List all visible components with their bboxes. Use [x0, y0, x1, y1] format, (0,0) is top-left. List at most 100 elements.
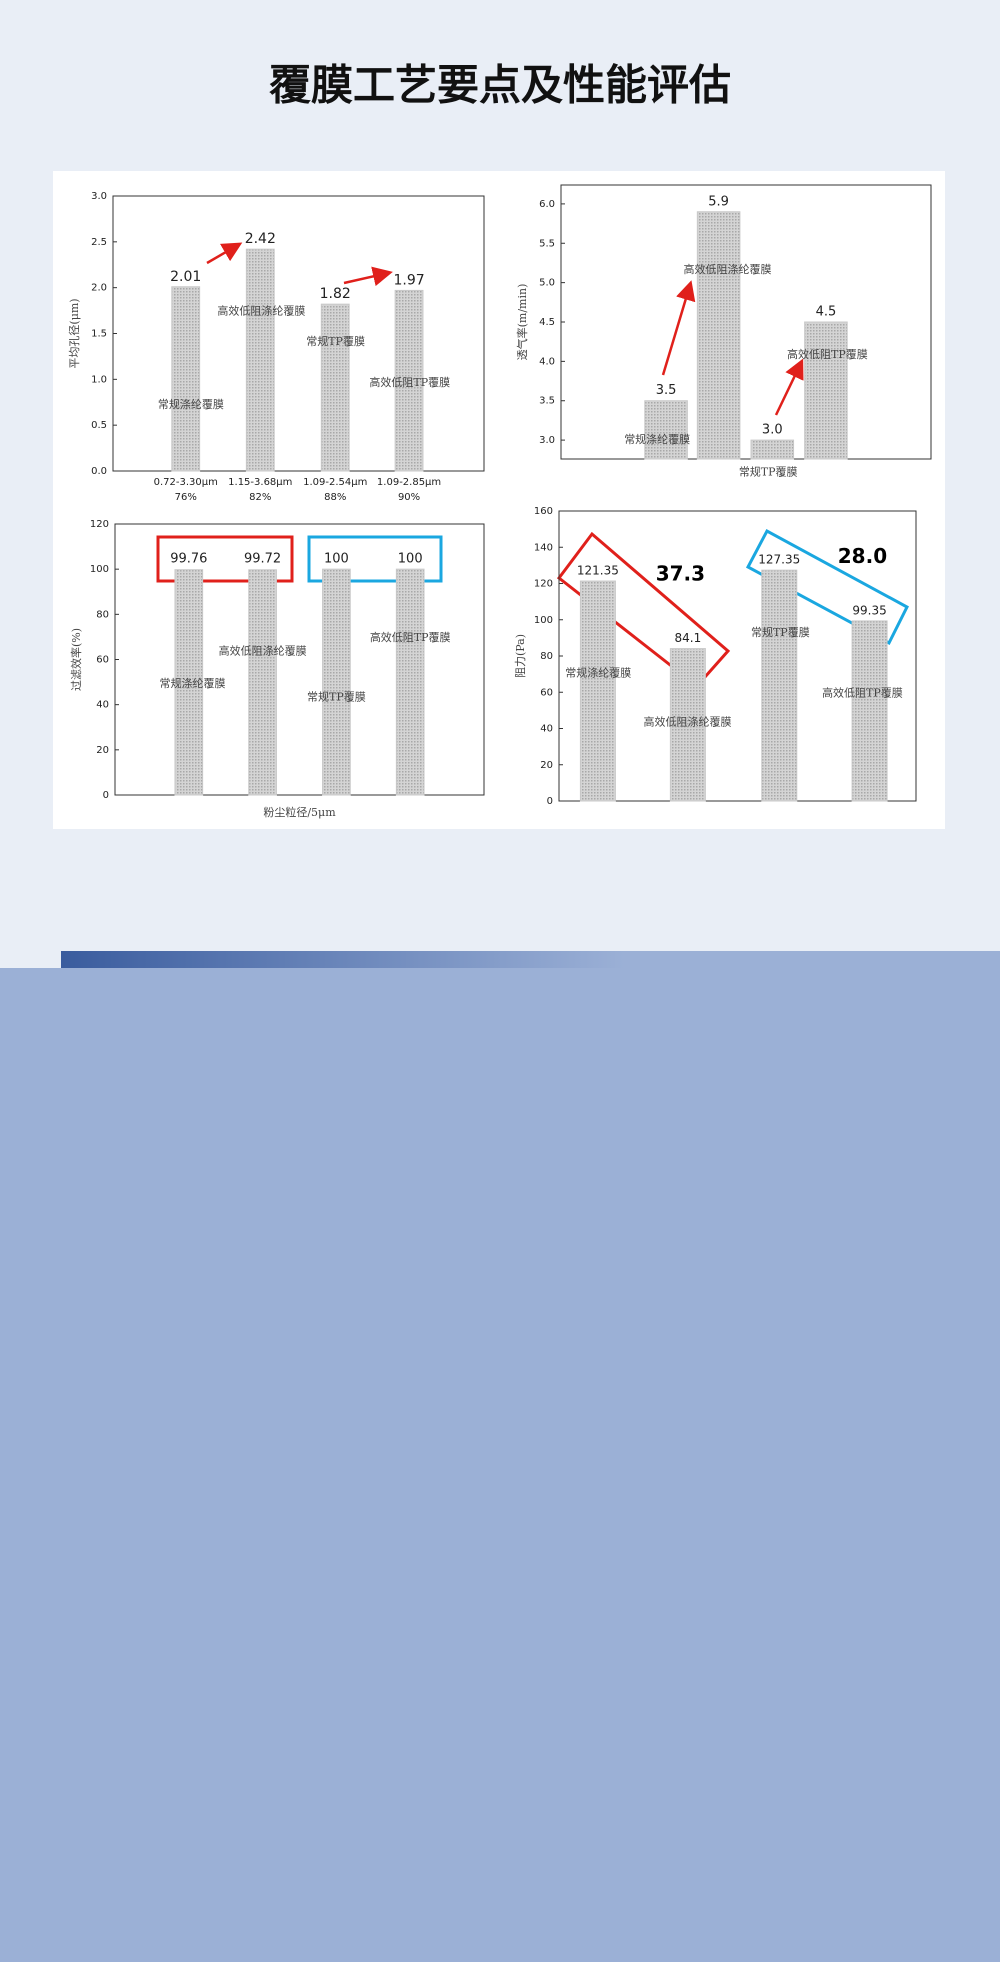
y-tick-label: 120	[90, 519, 109, 530]
bar-name: 常规TP覆膜	[751, 625, 810, 639]
y-tick-label: 5.0	[539, 278, 555, 289]
bar	[644, 400, 688, 460]
y-tick-label: 3.5	[539, 396, 555, 407]
lower-area	[0, 968, 1000, 1962]
y-tick-label: 80	[540, 651, 553, 662]
bar	[804, 321, 848, 460]
y-tick-label: 3.0	[91, 191, 107, 202]
value-label: 121.35	[577, 564, 619, 578]
y-tick-label: 5.5	[539, 238, 555, 249]
arrows	[206, 242, 804, 416]
y-tick-label: 0	[547, 796, 553, 807]
highlight-box	[307, 535, 443, 583]
value-label: 99.72	[244, 552, 281, 567]
annotation: 28.0	[838, 544, 887, 568]
bar-name: 高效低阻涤纶覆膜	[644, 715, 732, 729]
y-axis-label: 过滤效率(%)	[69, 628, 83, 691]
bar	[851, 620, 888, 802]
y-tick-label: 2.5	[91, 237, 107, 248]
y-tick-label: 40	[96, 700, 109, 711]
arrow	[206, 242, 243, 265]
y-tick-label: 100	[534, 615, 553, 626]
y-tick-label: 0	[103, 790, 109, 801]
y-tick-label: 0.0	[91, 466, 107, 477]
y-tick-label: 1.0	[91, 374, 107, 385]
value-label: 1.97	[393, 272, 424, 288]
bar	[245, 248, 275, 472]
section-band	[61, 951, 1000, 971]
y-tick-label: 20	[96, 745, 109, 756]
arrow	[661, 280, 696, 376]
y-axis-label: 平均孔径(μm)	[68, 298, 81, 368]
bar	[248, 569, 277, 796]
y-tick-label: 40	[540, 724, 553, 735]
value-label: 99.35	[852, 603, 886, 617]
bar	[669, 648, 706, 802]
x-tick-note: 82%	[249, 492, 271, 503]
y-tick-label: 60	[96, 655, 109, 666]
y-tick-label: 60	[540, 687, 553, 698]
y-tick-label: 4.0	[539, 356, 555, 367]
value-label: 84.1	[675, 631, 702, 645]
bar	[696, 211, 741, 460]
value-label: 100	[398, 552, 423, 567]
bar	[171, 286, 201, 472]
x-tick-note: 88%	[324, 492, 346, 503]
y-tick-label: 100	[90, 564, 109, 575]
value-label: 2.01	[170, 269, 201, 285]
bar-name: 高效低阻TP覆膜	[370, 630, 451, 644]
y-tick-label: 120	[534, 579, 553, 590]
bar	[761, 569, 798, 802]
x-tick-label: 1.09-2.85μm	[377, 477, 441, 488]
value-label: 2.42	[245, 231, 276, 247]
value-label: 1.82	[320, 286, 351, 302]
bar-name: 高效低阻涤纶覆膜	[219, 643, 307, 657]
bar	[322, 568, 351, 796]
y-tick-label: 0.5	[91, 420, 107, 431]
y-tick-label: 20	[540, 760, 553, 771]
bar-name: 高效低阻涤纶覆膜	[684, 262, 772, 276]
bar-name: 常规涤纶覆膜	[565, 665, 631, 679]
x-tick-label: 0.72-3.30μm	[154, 477, 218, 488]
arrow	[774, 358, 804, 416]
y-tick-label: 160	[534, 506, 553, 517]
highlight-box	[556, 531, 731, 689]
y-tick-label: 4.5	[539, 317, 555, 328]
value-label: 99.76	[170, 552, 207, 567]
bar	[174, 569, 204, 796]
bar-name: 高效低阻涤纶覆膜	[217, 304, 305, 318]
value-label: 3.0	[762, 423, 783, 438]
y-tick-label: 2.0	[91, 283, 107, 294]
bar-name: 常规涤纶覆膜	[159, 676, 225, 690]
value-label: 4.5	[816, 305, 837, 320]
bar-name: 常规涤纶覆膜	[158, 397, 224, 411]
value-label: 100	[324, 552, 349, 567]
x-tick-note: 90%	[398, 492, 420, 503]
bar	[395, 568, 425, 796]
value-label: 3.5	[656, 383, 677, 398]
y-tick-label: 80	[96, 609, 109, 620]
page-title: 覆膜工艺要点及性能评估	[269, 61, 731, 110]
annotation: 37.3	[656, 561, 705, 585]
bar	[320, 303, 350, 472]
value-label: 127.35	[758, 553, 800, 567]
bar-name: 常规TP覆膜	[739, 465, 798, 479]
bar	[750, 439, 795, 460]
bar	[579, 580, 616, 802]
bar-name: 高效低阻TP覆膜	[822, 686, 903, 700]
bar-name: 高效低阻TP覆膜	[369, 375, 450, 389]
value-label: 5.9	[708, 194, 729, 209]
bar-name: 常规TP覆膜	[307, 689, 366, 703]
bar-name: 常规TP覆膜	[306, 334, 365, 348]
y-axis-label: 阻力(Pa)	[514, 634, 527, 678]
x-axis-label: 粉尘粒径/5μm	[263, 805, 336, 819]
highlight-box	[745, 528, 909, 646]
y-tick-label: 1.5	[91, 329, 107, 340]
y-tick-label: 6.0	[539, 199, 555, 210]
highlight-box	[156, 535, 294, 583]
y-tick-label: 140	[534, 542, 553, 553]
bar	[394, 289, 424, 472]
x-tick-label: 1.15-3.68μm	[228, 477, 292, 488]
x-tick-label: 1.09-2.54μm	[303, 477, 367, 488]
